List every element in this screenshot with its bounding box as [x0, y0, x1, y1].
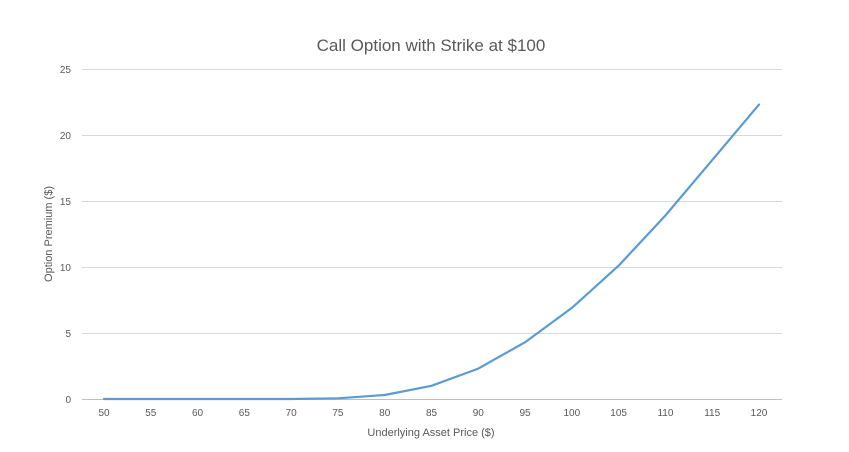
x-axis-ticks: 50 55 60 65 70 75 80 85 90 95 100 105 110 115 120: [98, 408, 767, 419]
gridlines: [82, 69, 782, 400]
x-tick-label: 70: [286, 408, 298, 419]
y-tick-label: 10: [60, 263, 72, 274]
x-tick-label: 65: [239, 408, 251, 419]
x-tick-label: 50: [98, 408, 110, 419]
x-tick-label: 85: [426, 408, 438, 419]
y-tick-label: 25: [60, 65, 72, 76]
series-layer: [102, 103, 761, 401]
y-axis-title: Option Premium ($): [43, 186, 55, 282]
x-tick-label: 110: [657, 408, 673, 419]
x-axis-title: Underlying Asset Price ($): [367, 427, 494, 439]
y-tick-label: 0: [65, 395, 71, 406]
x-tick-label: 95: [520, 408, 532, 419]
x-tick-label: 60: [192, 408, 204, 419]
x-tick-label: 120: [751, 408, 768, 419]
x-tick-label: 115: [704, 408, 720, 419]
x-tick-label: 80: [379, 408, 391, 419]
y-tick-label: 15: [60, 197, 72, 208]
series-line: [102, 103, 761, 401]
x-tick-label: 100: [564, 408, 581, 419]
x-tick-label: 90: [473, 408, 485, 419]
chart-title: Call Option with Strike at $100: [317, 36, 546, 55]
x-tick-label: 55: [145, 408, 157, 419]
y-axis-ticks: 0 5 10 15 20 25: [60, 65, 72, 406]
x-tick-label: 75: [332, 408, 344, 419]
x-tick-label: 105: [610, 408, 627, 419]
y-tick-label: 20: [60, 131, 72, 142]
y-tick-label: 5: [65, 329, 71, 340]
